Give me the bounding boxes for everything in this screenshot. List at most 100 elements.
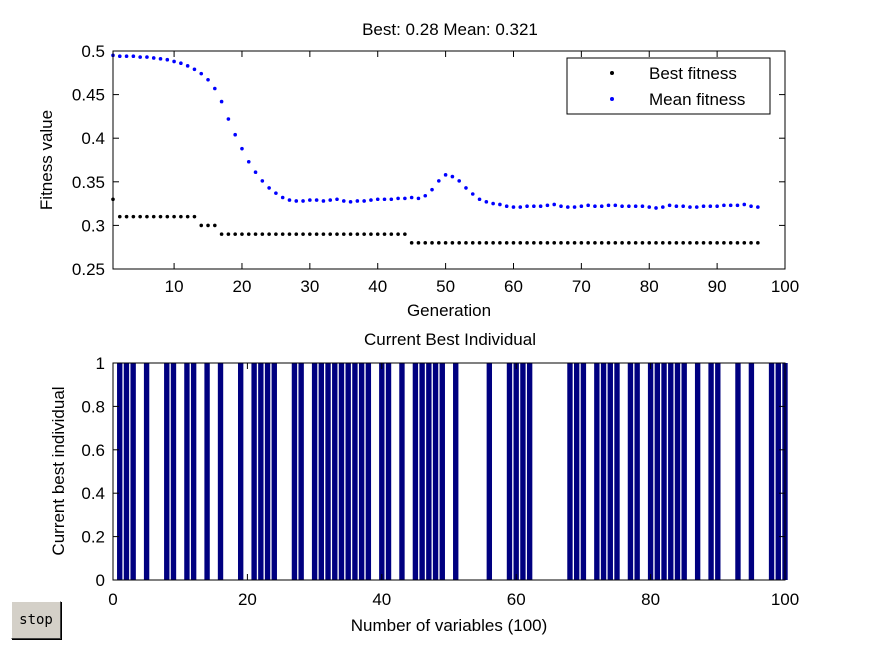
variable-bar [661, 363, 667, 580]
mean-fitness-point [688, 205, 692, 209]
mean-fitness-point [572, 205, 577, 209]
mean-fitness-point [606, 203, 611, 208]
mean-fitness-point [464, 186, 468, 190]
mean-fitness-point [409, 195, 414, 200]
fitness-axis-ticks: 10 20 30 40 50 60 70 80 90 100 0.25 0.3 0.35 0.4 0.45 0… [72, 42, 799, 296]
best-fitness-point [701, 241, 706, 245]
mean-fitness-point [240, 146, 244, 151]
variable-bar [184, 363, 190, 580]
mean-fitness-point [498, 202, 502, 207]
x-tick-label: 100 [771, 277, 799, 296]
mean-fitness-point [294, 199, 299, 203]
best-fitness-point [117, 214, 122, 219]
mean-fitness-point [457, 179, 461, 183]
mean-fitness-point [375, 197, 380, 202]
best-fitness-point [654, 241, 658, 245]
variable-bar [358, 363, 365, 580]
best-fitness-point [450, 241, 455, 245]
best-fitness-point [674, 241, 679, 245]
best-fitness-point [694, 241, 699, 245]
variable-bar [647, 363, 654, 580]
fitness-y-label: Fitness value [37, 110, 56, 210]
mean-fitness-point [701, 204, 706, 209]
best-fitness-point [403, 232, 407, 236]
variable-bar [681, 363, 687, 580]
variable-bar [291, 363, 298, 580]
mean-fitness-point [545, 203, 550, 208]
mean-fitness-point [470, 192, 475, 196]
best-individual-axes-box [112, 362, 786, 581]
best-fitness-point [375, 232, 380, 236]
legend-best-label: Best fitness [649, 64, 737, 83]
variable-bar [379, 363, 385, 580]
mean-fitness-point [538, 204, 543, 209]
variable-bar [117, 363, 123, 580]
best-fitness-point [124, 214, 129, 219]
mean-fitness-point [362, 199, 366, 203]
best-fitness-point [688, 241, 692, 245]
best-fitness-point [287, 232, 292, 236]
mean-fitness-point [260, 179, 265, 183]
best-fitness-point [532, 241, 536, 245]
mean-fitness-point [246, 159, 251, 164]
best-fitness-point [314, 232, 319, 236]
variable-bar [627, 363, 634, 580]
mean-fitness-point [674, 204, 679, 209]
mean-fitness-point [484, 200, 489, 204]
best-individual-title: Current Best Individual [364, 330, 536, 349]
variable-bar [486, 363, 493, 580]
y-tick-label: 0.8 [81, 397, 105, 416]
best-fitness-point [606, 241, 611, 245]
best-fitness-point [681, 241, 685, 245]
best-fitness-point [586, 241, 590, 245]
best-fitness-point [158, 214, 163, 219]
mean-fitness-point [450, 174, 455, 179]
best-fitness-point [301, 232, 305, 236]
mean-fitness-point [633, 204, 638, 209]
best-fitness-point [267, 232, 271, 236]
variable-bar [412, 363, 419, 580]
variable-bar [768, 363, 775, 580]
fitness-legend: Best fitness Mean fitness [566, 57, 771, 115]
variable-bar [513, 363, 519, 580]
best-fitness-point [274, 232, 278, 236]
x-tick-label: 30 [300, 277, 319, 296]
variable-bar [164, 363, 170, 580]
variable-bar [190, 363, 197, 580]
variable-bar [399, 363, 405, 580]
y-tick-label: 0.3 [81, 216, 105, 235]
mean-fitness-point [355, 199, 360, 203]
mean-fitness-point [430, 187, 434, 192]
mean-fitness-point [756, 205, 760, 209]
variable-bar [573, 363, 580, 580]
best-fitness-point [708, 241, 713, 245]
mean-fitness-point [722, 203, 726, 208]
best-fitness-point [620, 241, 624, 245]
y-tick-label: 0.2 [81, 528, 105, 547]
variable-bar [170, 363, 177, 580]
x-tick-label: 60 [504, 277, 523, 296]
mean-fitness-point [301, 199, 305, 203]
best-fitness-point [756, 241, 760, 245]
mean-fitness-point [274, 191, 278, 195]
best-fitness-point [470, 241, 475, 245]
best-individual-chart: Current Best Individual 0 20 40 60 80 100 0 0.2… [49, 330, 799, 635]
best-fitness-point [504, 241, 509, 245]
x-tick-label: 60 [507, 590, 526, 609]
best-fitness-point [722, 241, 726, 245]
best-fitness-point [294, 232, 299, 236]
variable-bar [674, 363, 681, 580]
variable-bar [520, 363, 526, 580]
mean-fitness-point [158, 57, 163, 61]
best-fitness-point [518, 241, 523, 245]
variable-bar [634, 363, 640, 580]
y-tick-label: 0.35 [72, 173, 105, 192]
mean-fitness-point [477, 197, 482, 202]
best-fitness-point [627, 241, 631, 245]
stop-button[interactable]: stop [11, 601, 61, 639]
mean-fitness-point [138, 55, 142, 59]
mean-fitness-point [199, 71, 204, 76]
x-tick-label: 70 [572, 277, 591, 296]
best-fitness-point [362, 232, 366, 236]
